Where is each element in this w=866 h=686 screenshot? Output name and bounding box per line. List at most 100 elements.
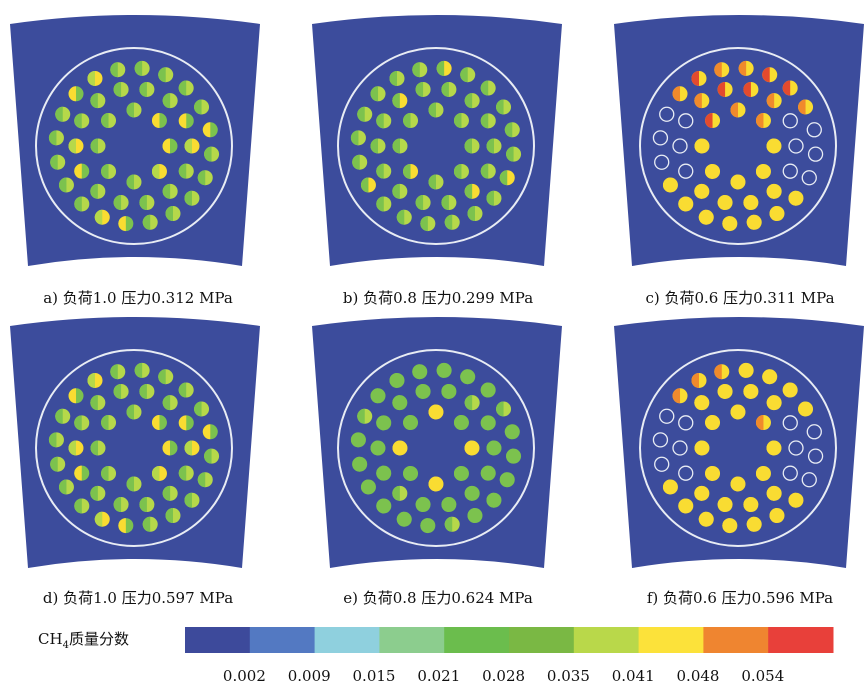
fuel-nozzle	[392, 395, 408, 411]
fuel-nozzle	[480, 80, 496, 96]
fuel-nozzle	[139, 383, 155, 399]
fuel-nozzle	[415, 195, 431, 211]
fuel-nozzle	[415, 497, 431, 513]
fuel-nozzle	[453, 163, 469, 179]
fuel-nozzle	[360, 479, 376, 495]
fuel-nozzle	[392, 485, 408, 501]
fuel-nozzle	[110, 364, 126, 380]
fuel-nozzle	[94, 209, 110, 225]
fuel-nozzle	[113, 81, 129, 97]
fuel-nozzle	[58, 177, 74, 193]
fuel-nozzle	[467, 508, 483, 524]
fuel-nozzle	[370, 138, 386, 154]
fuel-nozzle	[788, 190, 804, 206]
fuel-nozzle	[178, 80, 194, 96]
fuel-nozzle	[162, 485, 178, 501]
fuel-nozzle	[506, 146, 522, 162]
fuel-nozzle	[678, 196, 694, 212]
fuel-nozzle	[392, 440, 408, 456]
fuel-nozzle	[74, 465, 90, 481]
burner-ring	[35, 47, 233, 245]
fuel-nozzle	[714, 364, 730, 380]
fuel-nozzle	[464, 138, 480, 154]
fuel-nozzle	[678, 415, 694, 431]
fuel-nozzle	[389, 372, 405, 388]
fuel-nozzle	[467, 206, 483, 222]
fuel-nozzle	[806, 424, 822, 440]
legend-swatch	[768, 627, 834, 653]
fuel-nozzle	[480, 382, 496, 398]
fuel-nozzle	[782, 465, 798, 481]
fuel-nozzle	[698, 511, 714, 527]
caption-f: f) 负荷0.6 压力0.596 MPa	[647, 589, 833, 607]
fuel-nozzle	[460, 369, 476, 385]
fuel-nozzle	[151, 465, 167, 481]
fuel-nozzle	[496, 99, 512, 115]
fuel-nozzle	[370, 388, 386, 404]
fuel-nozzle	[672, 138, 688, 154]
fuel-nozzle	[392, 93, 408, 109]
legend-swatch	[703, 627, 769, 653]
fuel-nozzle	[162, 395, 178, 411]
fuel-nozzle	[782, 382, 798, 398]
fuel-nozzle	[464, 485, 480, 501]
fuel-nozzle	[705, 415, 721, 431]
fuel-nozzle	[101, 465, 117, 481]
fuel-nozzle	[415, 81, 431, 97]
fuel-nozzle	[441, 195, 457, 211]
fuel-nozzle	[782, 113, 798, 129]
fuel-nozzle	[659, 408, 675, 424]
legend-tick-label: 0.002	[223, 667, 266, 685]
legend-swatch	[249, 627, 316, 653]
fuel-nozzle	[801, 170, 817, 186]
fuel-nozzle	[691, 372, 707, 388]
panel-c	[614, 15, 864, 266]
fuel-nozzle	[743, 497, 759, 513]
legend-tick-label: 0.048	[677, 667, 720, 685]
fuel-nozzle	[376, 415, 392, 431]
fuel-nozzle	[420, 216, 436, 232]
fuel-nozzle	[782, 80, 798, 96]
fuel-nozzle	[730, 174, 746, 190]
fuel-nozzle	[694, 183, 710, 199]
fuel-nozzle	[788, 492, 804, 508]
fuel-nozzle	[480, 465, 496, 481]
fuel-nozzle	[486, 492, 502, 508]
fuel-nozzle	[678, 498, 694, 514]
fuel-nozzle	[55, 106, 71, 122]
sector-background	[312, 317, 562, 568]
fuel-nozzle	[376, 465, 392, 481]
fuel-nozzle	[204, 146, 220, 162]
fuel-nozzle	[151, 415, 167, 431]
fuel-nozzle	[350, 432, 366, 448]
fuel-nozzle	[204, 448, 220, 464]
panel-a	[10, 15, 260, 266]
panel-e	[312, 317, 562, 568]
fuel-nozzle	[807, 448, 824, 464]
fuel-nozzle	[486, 440, 502, 456]
fuel-nozzle	[184, 190, 200, 206]
legend-swatch	[379, 627, 445, 653]
fuel-nozzle	[464, 183, 480, 199]
fuel-nozzle	[415, 383, 431, 399]
fuel-nozzle	[90, 395, 106, 411]
fuel-nozzle	[504, 424, 520, 440]
legend: CH4质量分数 0.002 0.009 0.015 0.021 0.028 0.035 0.…	[38, 627, 834, 685]
fuel-nozzle	[659, 106, 675, 122]
fuel-nozzle	[197, 472, 213, 488]
fuel-nozzle	[717, 497, 733, 513]
fuel-nozzle	[738, 60, 754, 76]
fuel-nozzle	[162, 440, 178, 456]
fuel-nozzle	[738, 362, 754, 378]
caption-b: b) 负荷0.8 压力0.299 MPa	[343, 289, 533, 307]
fuel-nozzle	[714, 62, 730, 78]
fuel-nozzle	[90, 138, 106, 154]
fuel-nozzle	[360, 177, 376, 193]
fuel-nozzle	[139, 195, 155, 211]
fuel-nozzle	[178, 113, 194, 129]
fuel-nozzle	[788, 138, 804, 154]
fuel-nozzle	[506, 448, 522, 464]
fuel-nozzle	[672, 440, 688, 456]
fuel-nozzle	[746, 214, 762, 230]
